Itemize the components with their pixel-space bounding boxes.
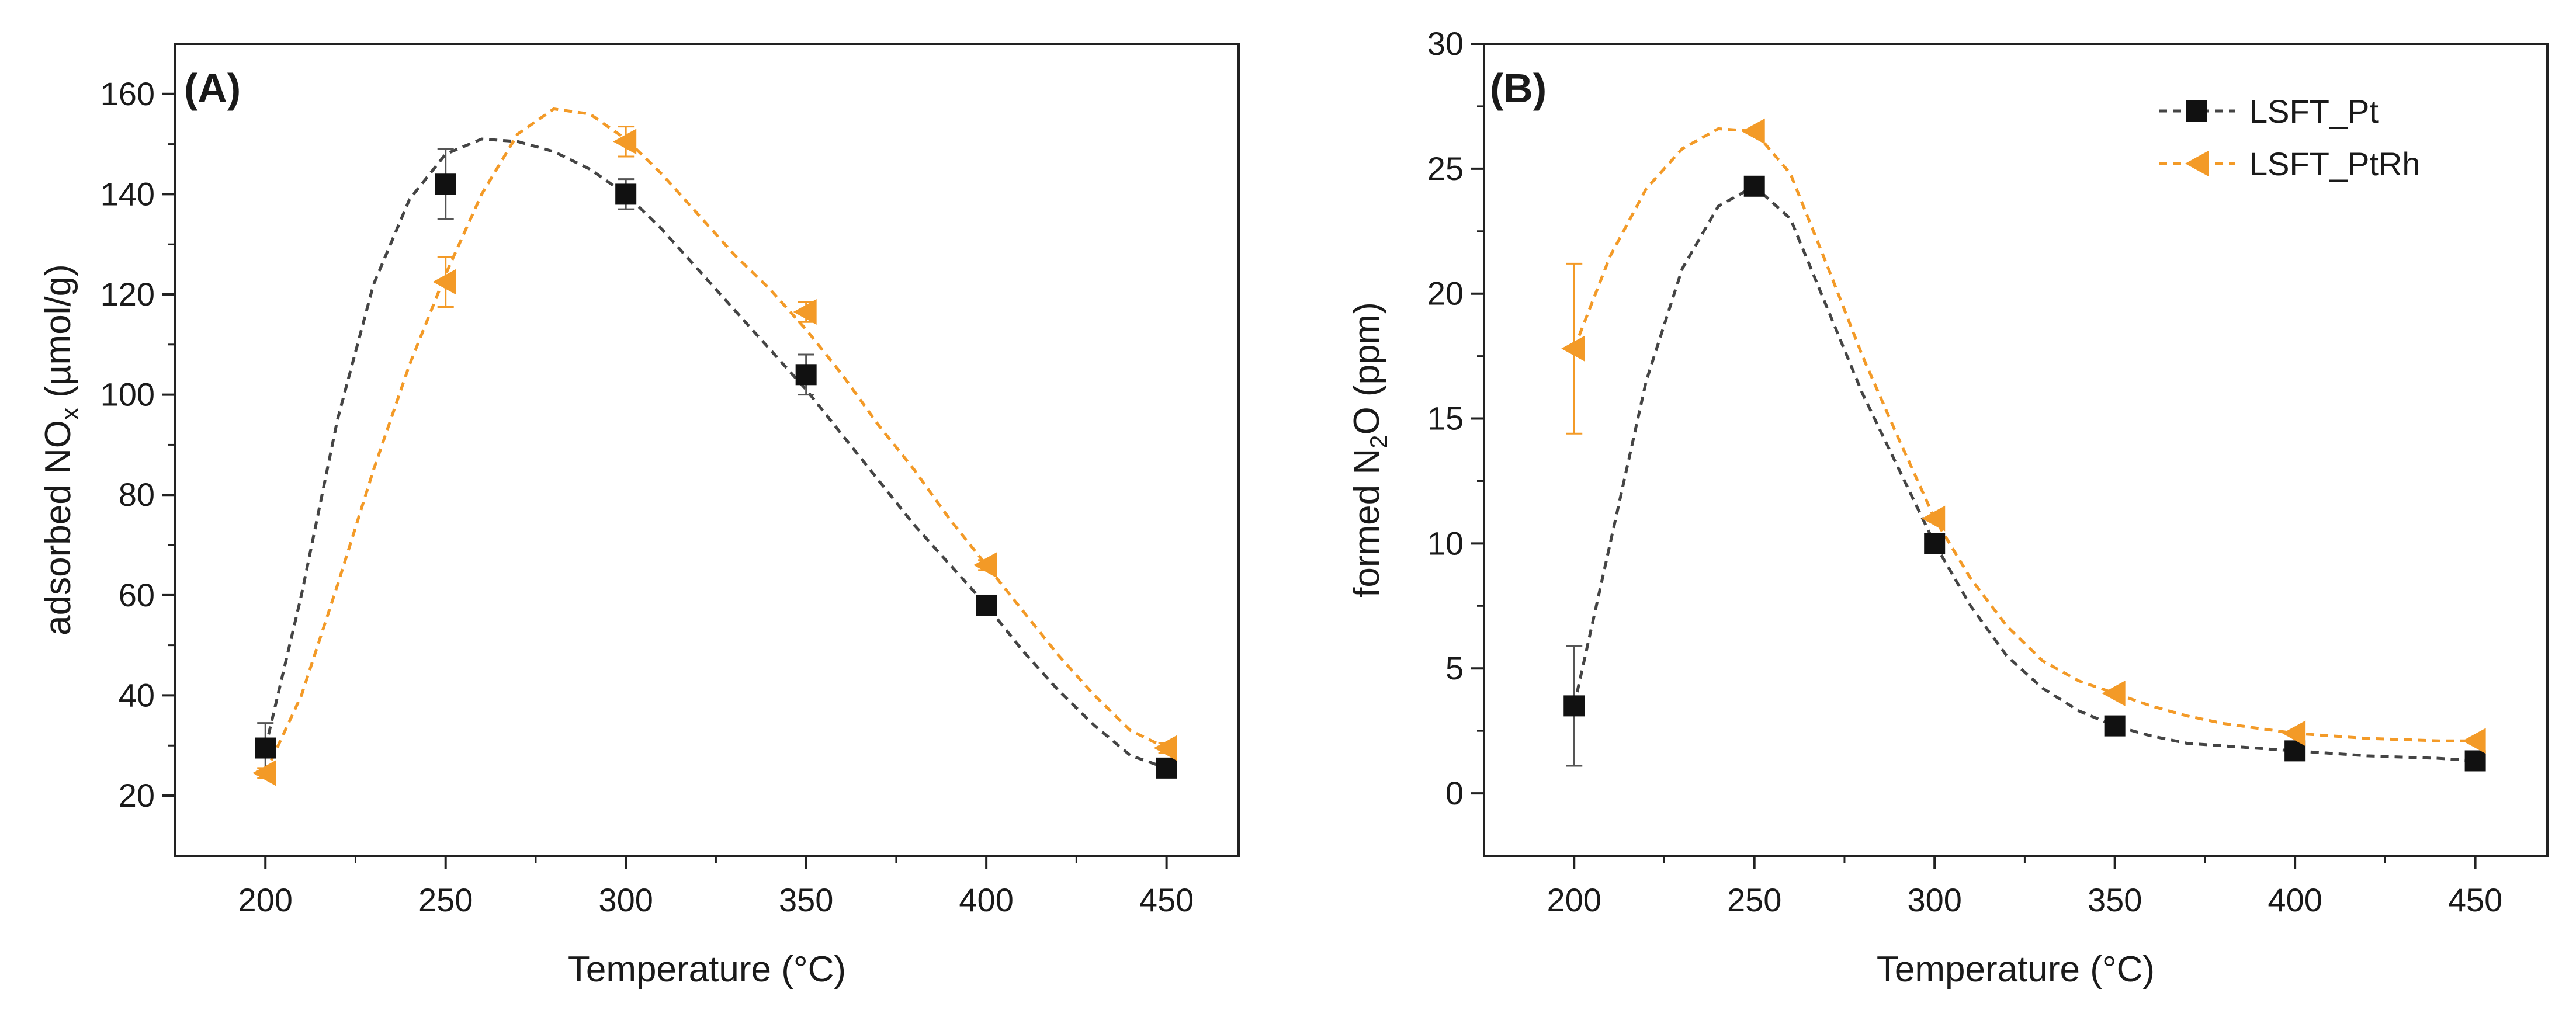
panel-b-markers <box>1561 118 2486 772</box>
panel-a-y-title-sub: x <box>56 408 84 420</box>
panel-b-chart: 200 250 300 350 400 450 0 5 10 15 20 25 30 (B) Tempe… <box>1347 25 2549 990</box>
data-point-lsft-ptrh <box>2102 681 2126 706</box>
panel-a-y-tick-label: 80 <box>119 476 155 513</box>
legend-label-lsft-pt: LSFT_Pt <box>2249 93 2379 130</box>
panel-b-y-tick-label: 10 <box>1427 525 1464 561</box>
panel-b-x-tick-label: 250 <box>1727 881 1781 918</box>
legend-marker-lsft-pt <box>2186 100 2207 122</box>
panel-a-y-tick-label: 140 <box>100 175 155 212</box>
panel-a-plot-frame <box>174 43 1240 857</box>
panel-a-x-tick-label: 400 <box>959 881 1013 918</box>
panel-b-y-tick-label: 0 <box>1445 775 1464 811</box>
panel-a-y-tick-label: 160 <box>100 75 155 112</box>
data-point-lsft-pt <box>2104 715 2126 737</box>
data-point-lsft-ptrh <box>793 299 817 325</box>
panel-b-x-tick-label: 400 <box>2268 881 2322 918</box>
panel-a-x-tick-label: 450 <box>1139 881 1194 918</box>
data-point-lsft-pt <box>1156 757 1177 779</box>
data-point-lsft-pt <box>615 183 637 205</box>
panel-b-y-title-sub: 2 <box>1365 435 1392 449</box>
panel-b-y-tick-label: 15 <box>1427 400 1464 437</box>
panel-a-x-tick-label: 300 <box>598 881 653 918</box>
series-line-lsft-ptrh <box>264 107 1167 774</box>
panel-a-chart: 200 250 300 350 400 450 20 40 60 80 100 120 140 160 (… <box>38 43 1240 990</box>
panel-a-y-tick-label: 20 <box>119 777 155 814</box>
data-point-lsft-ptrh <box>1922 505 1946 532</box>
panel-b-y-title-suffix: O (ppm) <box>1347 302 1387 435</box>
series-line-lsft-ptrh <box>1572 127 2476 742</box>
panel-a-x-axis-title: Temperature (°C) <box>568 949 846 990</box>
data-point-lsft-pt <box>1924 533 1946 554</box>
panel-a-y-title-suffix: (µmol/g) <box>38 264 78 408</box>
panel-b-y-tick-label: 5 <box>1445 650 1464 686</box>
panel-a-ticks: 200 250 300 350 400 450 20 40 60 80 100 120 140 160 <box>100 75 1194 918</box>
data-point-lsft-ptrh <box>252 760 276 786</box>
panel-b-x-axis-title: Temperature (°C) <box>1877 949 2155 990</box>
panel-b-y-tick-label: 30 <box>1427 25 1464 62</box>
data-point-lsft-ptrh <box>613 129 637 155</box>
data-point-lsft-ptrh <box>432 269 456 295</box>
panel-b-x-tick-label: 300 <box>1907 881 1961 918</box>
panel-b-x-tick-label: 200 <box>1547 881 1601 918</box>
data-point-lsft-ptrh <box>2282 720 2306 747</box>
data-point-lsft-pt <box>2464 750 2486 772</box>
panel-a-fit-lines <box>264 107 1167 774</box>
panel-a-y-axis-title: adsorbed NOx (µmol/g) <box>38 264 84 636</box>
data-point-lsft-ptrh <box>2462 728 2486 754</box>
legend-item-lsft-pt: LSFT_Pt <box>2159 93 2379 130</box>
panel-b-y-axis-title: formed N2O (ppm) <box>1347 302 1392 598</box>
panel-a-label: (A) <box>184 65 241 111</box>
panel-b-y-title-main: formed N <box>1347 449 1387 598</box>
panel-b-label: (B) <box>1490 65 1547 111</box>
series-line-lsft-pt <box>264 137 1167 770</box>
panel-a-x-tick-label: 350 <box>779 881 833 918</box>
data-point-lsft-pt <box>1563 695 1585 717</box>
panel-a-x-tick-label: 200 <box>238 881 293 918</box>
legend-label-lsft-ptrh: LSFT_PtRh <box>2249 145 2421 182</box>
data-point-lsft-pt <box>795 364 817 386</box>
panel-b-y-tick-label: 25 <box>1427 150 1464 187</box>
panel-a-y-tick-label: 60 <box>119 577 155 613</box>
panel-a-y-title-main: adsorbed NO <box>38 420 78 636</box>
panel-b-x-tick-label: 450 <box>2448 881 2502 918</box>
series-line-lsft-pt <box>1572 184 2476 762</box>
data-point-lsft-pt <box>255 737 276 759</box>
data-point-lsft-pt <box>1743 175 1765 197</box>
panel-a-y-tick-label: 120 <box>100 276 155 313</box>
data-point-lsft-ptrh <box>973 552 997 578</box>
legend-marker-lsft-ptrh <box>2185 151 2209 176</box>
panel-a-y-tick-label: 100 <box>100 376 155 413</box>
panel-a-x-tick-label: 250 <box>418 881 473 918</box>
legend-item-lsft-ptrh: LSFT_PtRh <box>2159 145 2421 182</box>
data-point-lsft-ptrh <box>1741 118 1765 144</box>
data-point-lsft-ptrh <box>1561 335 1585 362</box>
legend: LSFT_Pt LSFT_PtRh <box>2159 93 2421 182</box>
data-point-lsft-pt <box>976 594 997 616</box>
panel-b-ticks: 200 250 300 350 400 450 0 5 10 15 20 25 30 <box>1427 25 2503 918</box>
data-point-lsft-pt <box>435 173 456 195</box>
panel-b-fit-lines <box>1572 127 2476 762</box>
panel-a-error-bars <box>257 126 1175 779</box>
panel-b-x-tick-label: 350 <box>2088 881 2142 918</box>
panel-a-markers <box>252 129 1177 786</box>
data-point-lsft-ptrh <box>1153 735 1177 761</box>
panel-b-y-tick-label: 20 <box>1427 275 1464 312</box>
panel-a-y-tick-label: 40 <box>119 676 155 713</box>
panel-b-plot-frame <box>1483 43 2549 857</box>
